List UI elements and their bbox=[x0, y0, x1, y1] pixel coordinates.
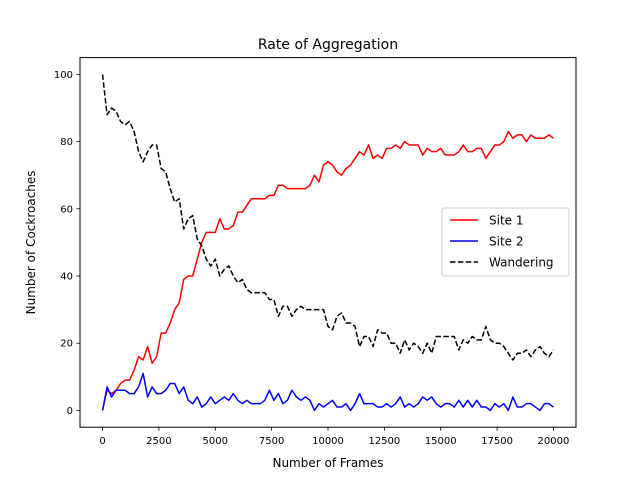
x-tick-label: 15000 bbox=[425, 436, 457, 447]
y-axis-label: Number of Cockroaches bbox=[24, 170, 38, 314]
x-tick-label: 17500 bbox=[481, 436, 513, 447]
x-tick-label: 0 bbox=[99, 436, 105, 447]
y-tick-label: 80 bbox=[60, 137, 73, 148]
series-line-site-1 bbox=[101, 130, 554, 411]
series-line-wandering bbox=[101, 74, 555, 361]
x-tick-label: 10000 bbox=[312, 436, 344, 447]
legend-label-site-2: Site 2 bbox=[489, 235, 524, 249]
legend: Site 1 Site 2 Wandering bbox=[441, 207, 570, 277]
y-tick-label: 100 bbox=[54, 70, 73, 81]
series-line-site-2 bbox=[101, 372, 554, 412]
y-tick-label: 40 bbox=[60, 272, 73, 283]
chart-title: Rate of Aggregation bbox=[258, 37, 398, 53]
x-tick-label: 7500 bbox=[259, 436, 284, 447]
y-tick-label: 0 bbox=[67, 406, 73, 417]
x-tick-label: 20000 bbox=[538, 436, 570, 447]
y-tick-label: 60 bbox=[60, 204, 73, 215]
x-tick-label: 12500 bbox=[368, 436, 400, 447]
x-tick-label: 5000 bbox=[203, 436, 228, 447]
legend-label-wandering: Wandering bbox=[489, 256, 554, 270]
x-axis-label: Number of Frames bbox=[272, 456, 383, 470]
y-tick-label: 20 bbox=[60, 339, 73, 350]
legend-label-site-1: Site 1 bbox=[489, 214, 524, 228]
series-layer bbox=[101, 74, 555, 412]
legend-box bbox=[441, 207, 570, 277]
x-axis: 0 2500 5000 7500 10000 12500 15000 17500 20000 bbox=[99, 427, 569, 447]
x-tick-label: 2500 bbox=[146, 436, 171, 447]
y-axis: 0 20 40 60 80 100 bbox=[54, 70, 80, 417]
